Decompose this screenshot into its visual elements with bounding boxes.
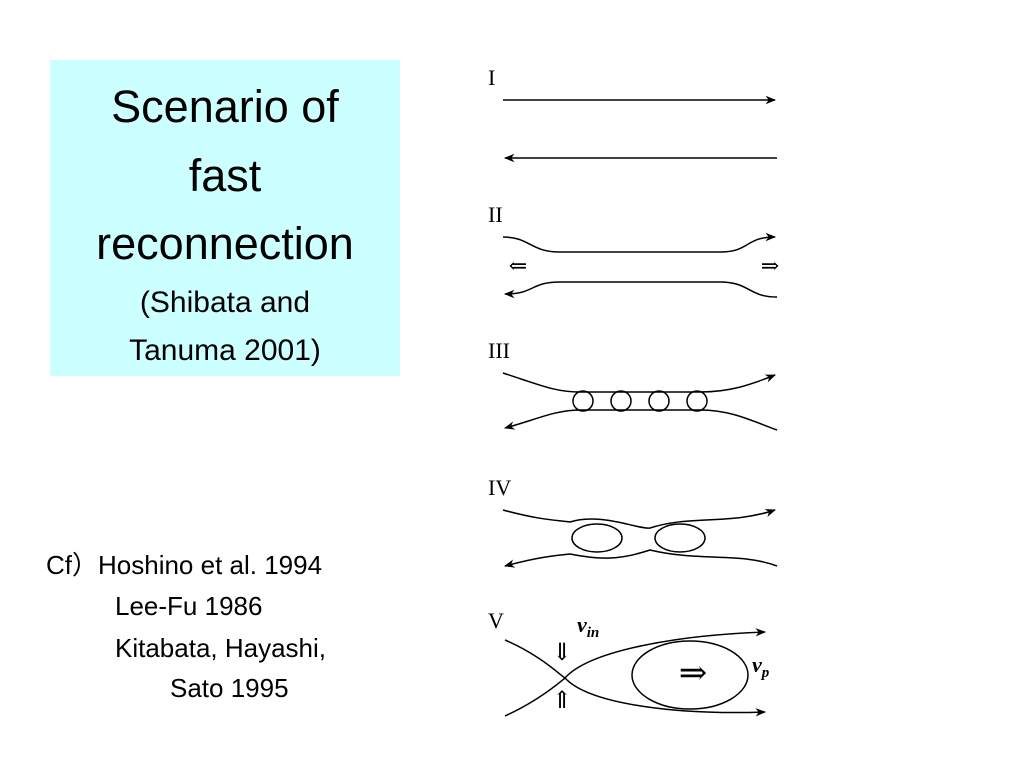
flow-arrow: ⇒ <box>761 253 779 278</box>
field-line <box>502 508 776 529</box>
field-line <box>503 281 778 299</box>
title: Scenario of fast reconnection <box>96 81 354 269</box>
velocity-label: vin <box>577 612 599 641</box>
title-line: fast <box>189 150 262 201</box>
reference: Lee-Fu 1986 <box>115 591 262 621</box>
subtitle-line: (Shibata and <box>140 286 310 319</box>
flow-arrow: ⇐ <box>509 253 527 278</box>
flow-arrow: ⇑ <box>552 688 572 714</box>
field-line <box>504 628 767 679</box>
title-box <box>50 60 400 376</box>
islands <box>572 390 708 412</box>
panel-label: V <box>488 608 504 633</box>
field-line <box>504 676 767 717</box>
diagram: ⇐ ⇒ ⇓ ⇑ ⇒ vin vp <box>502 95 779 717</box>
reference: Cf）Hoshino et al. 1994 <box>46 550 322 580</box>
panel-label: IV <box>488 475 511 500</box>
subtitle: (Shibata and Tanuma 2001) <box>129 286 321 367</box>
plasmoid <box>631 640 749 710</box>
references: Cf）Hoshino et al. 1994 Lee-Fu 1986 Kitab… <box>46 550 326 703</box>
reference: Sato 1995 <box>170 673 289 703</box>
island <box>654 523 706 553</box>
velocity-label: vp <box>752 652 770 681</box>
island <box>571 523 623 553</box>
panel-label: II <box>488 202 503 227</box>
field-line <box>502 372 776 393</box>
field-line <box>502 232 777 253</box>
flow-arrow: ⇒ <box>679 655 708 692</box>
field-line <box>503 409 778 431</box>
flow-arrow: ⇓ <box>552 640 572 666</box>
panel-label: III <box>488 338 510 363</box>
field-line <box>503 549 778 568</box>
panel-labels: I II III IV V <box>488 65 511 633</box>
panel-label: I <box>488 65 495 90</box>
reference: Kitabata, Hayashi, <box>115 633 326 663</box>
title-line: reconnection <box>96 218 354 269</box>
title-line: Scenario of <box>111 81 339 132</box>
subtitle-line: Tanuma 2001) <box>129 334 321 367</box>
